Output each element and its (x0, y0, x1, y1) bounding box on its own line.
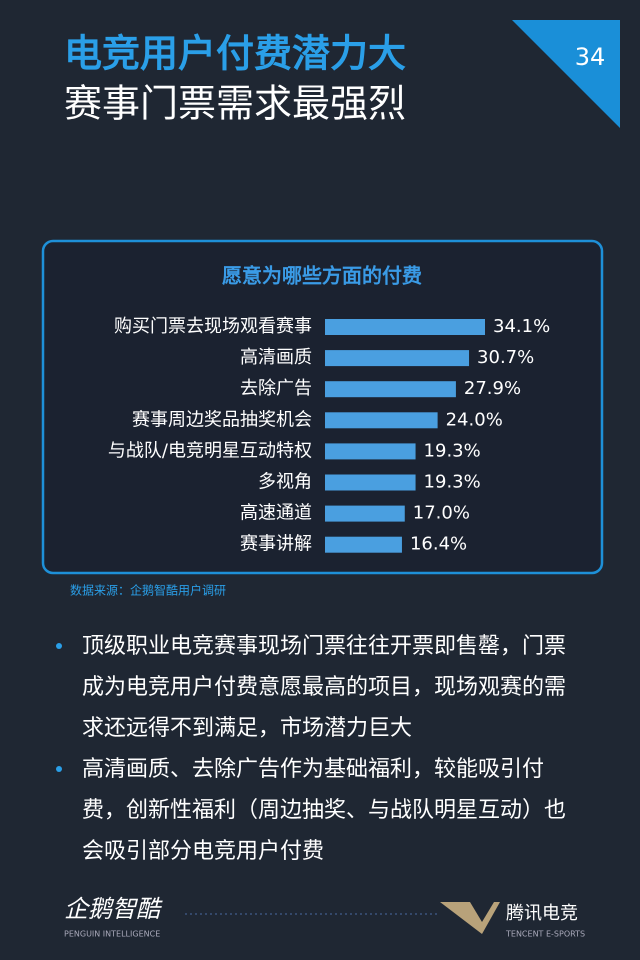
left-logo-sub: PENGUIN INTELLIGENCE (64, 930, 160, 939)
bar (325, 474, 416, 491)
value-label: 24.0% (446, 409, 503, 430)
right-logo: 腾讯电竞 (506, 903, 578, 924)
tencent-v-logo (440, 902, 500, 934)
category-label: 高速通道 (240, 503, 312, 524)
category-label: 购买门票去现场观看赛事 (114, 316, 312, 337)
value-label: 27.9% (464, 378, 521, 399)
bar (325, 536, 402, 553)
value-label: 19.3% (424, 472, 481, 493)
bar (325, 381, 456, 398)
value-label: 34.1% (493, 316, 550, 337)
right-logo-sub: TENCENT E-SPORTS (505, 930, 585, 939)
bullet: 高清画质、去除广告作为基础福利，较能吸引付费，创新性福利（周边抽奖、与战队明星互… (56, 749, 576, 872)
left-logo: 企鹅智酷 (64, 895, 163, 923)
chart-frame (41, 239, 604, 575)
source: 数据来源：企鹅智酷用户调研 (70, 583, 226, 598)
bar (325, 505, 405, 522)
value-label: 30.7% (477, 347, 534, 368)
bar (325, 412, 438, 429)
category-label: 去除广告 (240, 378, 312, 399)
title-line1: 电竞用户付费潜力大 (64, 32, 406, 76)
corner-triangle (512, 20, 620, 128)
bar (325, 443, 416, 460)
bar (325, 350, 470, 367)
category-label: 赛事周边奖品抽奖机会 (132, 409, 312, 430)
page-number: 34 (575, 43, 606, 71)
value-label: 17.0% (413, 503, 470, 524)
title-line2: 赛事门票需求最强烈 (64, 82, 406, 126)
category-label: 高清画质 (240, 347, 312, 368)
chart-title: 愿意为哪些方面的付费 (222, 264, 422, 288)
bullet-list: 顶级职业电竞赛事现场门票往往开票即售罄，门票成为电竞用户付费意愿最高的项目，现场… (56, 626, 576, 872)
value-label: 16.4% (410, 534, 467, 555)
bar (325, 319, 485, 335)
value-label: 19.3% (424, 440, 481, 461)
category-label: 多视角 (258, 472, 312, 493)
category-label: 赛事讲解 (240, 534, 312, 555)
bullet: 顶级职业电竞赛事现场门票往往开票即售罄，门票成为电竞用户付费意愿最高的项目，现场… (56, 626, 576, 749)
category-label: 与战队/电竞明星互动特权 (108, 440, 312, 461)
